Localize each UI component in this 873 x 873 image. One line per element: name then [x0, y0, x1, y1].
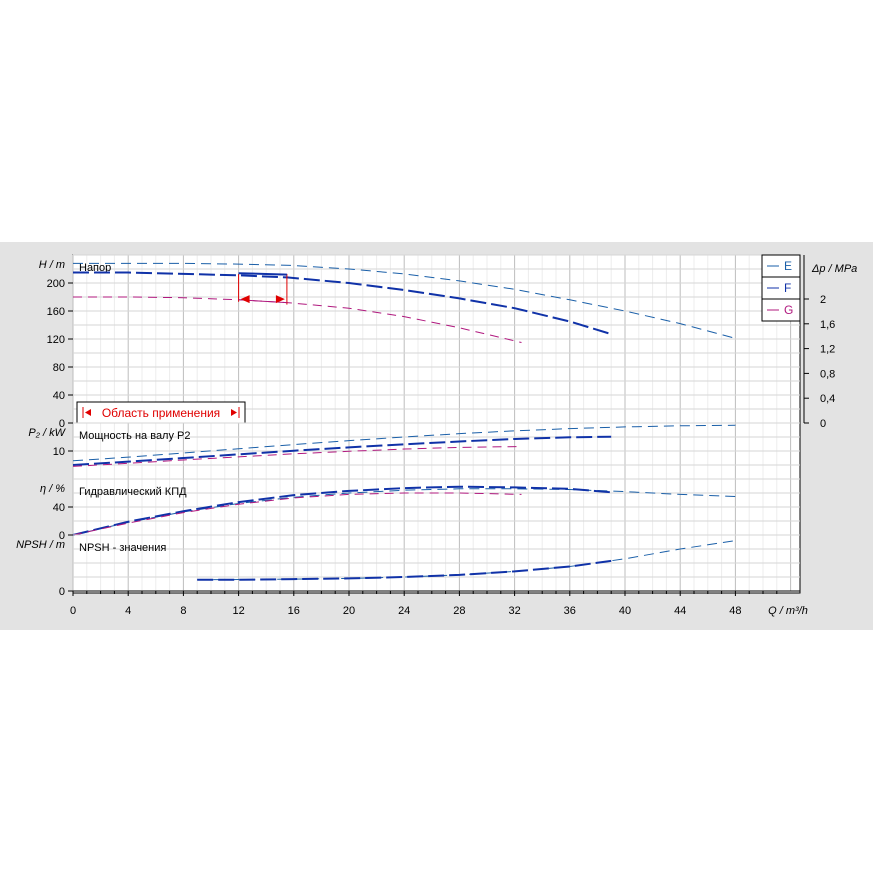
y-tick-label: 40 — [53, 390, 65, 402]
y-axis-label: P₂ / kW — [28, 427, 66, 439]
x-tick-label: 0 — [70, 605, 76, 617]
y-tick-label: 0 — [59, 418, 65, 430]
x-tick-label: 48 — [729, 605, 741, 617]
series-G-efficiency — [72, 492, 522, 536]
legend: EFG — [761, 254, 801, 322]
y-tick-label: 0 — [59, 530, 65, 542]
y-tick-label: 160 — [47, 306, 65, 318]
x-tick-label: 12 — [232, 605, 244, 617]
right-tick-label: 1,6 — [820, 319, 835, 331]
x-tick-label: 40 — [619, 605, 631, 617]
panel-efficiency: 0 40 η / % Гидравлический КПД — [40, 478, 800, 542]
panel-title: NPSH - значения — [79, 542, 166, 554]
panel-title: Напор — [79, 262, 111, 274]
pump-curve-chart: 0 40 80 120 160 200 H / m Напор 0 0,4 0,8 1,2 1,6 2 Δp… — [0, 242, 873, 630]
x-axis: 0 4 8 12 16 20 24 28 32 36 40 44 48 Q / m³/h — [70, 591, 808, 617]
legend-entry-G — [761, 298, 801, 322]
x-tick-label: 4 — [125, 605, 131, 617]
series-F-power — [72, 435, 612, 466]
plot-background — [72, 254, 801, 594]
y-tick-label: 120 — [47, 334, 65, 346]
right-axis-label: Δp / MPa — [811, 263, 857, 275]
y-axis-label: η / % — [40, 483, 65, 495]
work-range-label-arrow-right — [231, 409, 237, 416]
y-tick-label: 200 — [47, 278, 65, 290]
y-tick-label: 0 — [59, 586, 65, 598]
y-tick-label: 80 — [53, 362, 65, 374]
right-tick-label: 1,2 — [820, 344, 835, 356]
series-G-power — [72, 446, 522, 467]
panels: 0 40 80 120 160 200 H / m Напор 0 0,4 0,8 1,2 1,6 2 Δp… — [16, 254, 857, 598]
series-E-power — [72, 424, 736, 462]
panel-head: 0 40 80 120 160 200 H / m Напор 0 0,4 0,8 1,2 1,6 2 Δp… — [39, 254, 857, 430]
y-axis-label: NPSH / m — [16, 539, 65, 551]
right-tick-label: 0 — [820, 418, 826, 430]
right-tick-label: 0,8 — [820, 368, 835, 380]
work-range-f-solid — [238, 272, 287, 276]
panel-title: Гидравлический КПД — [79, 486, 187, 498]
panel-npsh: 0 NPSH / m NPSH - значения — [16, 534, 800, 598]
x-tick-label: 28 — [453, 605, 465, 617]
x-tick-label: 44 — [674, 605, 686, 617]
series-F-head — [73, 271, 612, 336]
x-tick-label: 16 — [288, 605, 300, 617]
y-tick-label: 40 — [53, 502, 65, 514]
series-F-efficiency — [72, 485, 612, 536]
panel-title: Мощность на валу P2 — [79, 430, 191, 442]
legend-label-F: F — [784, 281, 791, 295]
x-axis-label: Q / m³/h — [768, 605, 808, 617]
work-range-arrow-left — [240, 295, 250, 304]
x-tick-label: 24 — [398, 605, 410, 617]
right-tick-label: 2 — [820, 294, 826, 306]
series-E-npsh — [197, 540, 736, 581]
legend-label-G: G — [784, 303, 793, 317]
work-range-arrow-right — [275, 295, 285, 304]
y-tick-label: 10 — [53, 446, 65, 458]
work-range-label-arrow-left — [85, 409, 91, 416]
right-tick-label: 0,4 — [820, 393, 835, 405]
work-range-label: Область применения — [102, 406, 220, 420]
legend-label-E: E — [784, 259, 792, 273]
y-axis-label: H / m — [39, 259, 65, 271]
x-tick-label: 32 — [508, 605, 520, 617]
x-tick-label: 20 — [343, 605, 355, 617]
x-tick-label: 36 — [564, 605, 576, 617]
x-tick-label: 8 — [180, 605, 186, 617]
